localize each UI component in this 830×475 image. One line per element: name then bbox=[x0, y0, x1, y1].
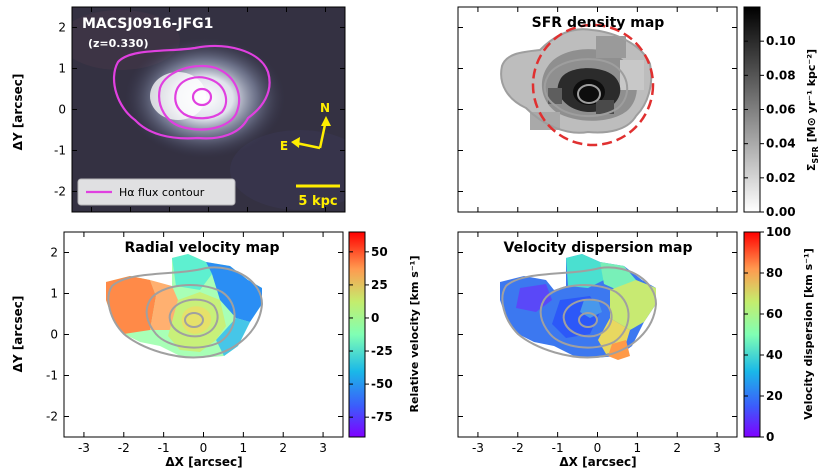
dispersion-colorbar-label: Velocity dispersion [km s⁻¹] bbox=[802, 248, 815, 420]
aperture-circle bbox=[531, 23, 655, 147]
image-ylabel: ΔY [arcsec] bbox=[11, 74, 25, 151]
image-ticks: -2 -1 0 1 2 bbox=[54, 7, 345, 212]
velocity-panel: -3 -2 -1 0 1 2 3 -2 -1 0 1 2 Radial velocity map ΔX… bbox=[11, 231, 421, 469]
sfr-colorbar-label: ΣSFR [M⊙ yr⁻¹ kpc⁻²] bbox=[805, 49, 820, 171]
velocity-ticks: -3 -2 -1 0 1 2 3 -2 -1 0 1 2 bbox=[46, 232, 343, 455]
x-tick-label: -3 bbox=[472, 441, 484, 455]
x-tick-label: 0 bbox=[594, 441, 602, 455]
x-tick-label: -3 bbox=[78, 441, 90, 455]
x-tick-label: -2 bbox=[512, 441, 524, 455]
x-tick-label: 2 bbox=[673, 441, 681, 455]
colorbar-tick-label: 0.06 bbox=[766, 103, 796, 117]
y-tick-label: 2 bbox=[50, 246, 58, 260]
dispersion-title: Velocity dispersion map bbox=[504, 240, 693, 256]
colorbar-tick-label: 80 bbox=[766, 266, 783, 280]
y-tick-label: -1 bbox=[46, 369, 58, 383]
velocity-title: Radial velocity map bbox=[124, 240, 279, 256]
dispersion-map bbox=[500, 254, 658, 360]
y-tick-label: 0 bbox=[50, 328, 58, 342]
y-tick-label: 1 bbox=[50, 287, 58, 301]
velocity-colorbar-label: Relative velocity [km s⁻¹] bbox=[408, 256, 421, 413]
y-tick-label: 2 bbox=[58, 21, 66, 35]
y-tick-label: 0 bbox=[58, 103, 66, 117]
colorbar-tick-label: 60 bbox=[766, 307, 783, 321]
colorbar-tick-label: 0.00 bbox=[766, 205, 796, 219]
legend: Hα flux contour bbox=[77, 178, 236, 206]
velocity-ylabel: ΔY [arcsec] bbox=[11, 296, 25, 373]
compass: N E bbox=[280, 101, 331, 153]
scalebar-label: 5 kpc bbox=[298, 194, 337, 209]
dispersion-panel: -3 -2 -1 0 1 2 3 Velocity dispersion map ΔX [a… bbox=[457, 225, 815, 469]
colorbar-tick-label: 0.02 bbox=[766, 171, 796, 185]
colorbar-tick-label: -75 bbox=[371, 410, 393, 424]
velocity-xlabel: ΔX [arcsec] bbox=[165, 455, 242, 469]
halpha-contour-mid bbox=[158, 64, 241, 131]
colorbar-tick-label: 0.08 bbox=[766, 68, 796, 82]
scalebar: 5 kpc bbox=[296, 184, 340, 209]
colorbar-tick-label: 0.10 bbox=[766, 34, 796, 48]
x-tick-label: -1 bbox=[158, 441, 170, 455]
x-tick-label: -1 bbox=[552, 441, 564, 455]
dispersion-colorbar: 0 20 40 60 80 100 Velocity dispersion [km s⁻¹… bbox=[743, 225, 815, 444]
x-tick-label: 1 bbox=[634, 441, 642, 455]
legend-label: Hα flux contour bbox=[119, 186, 205, 199]
y-tick-label: -2 bbox=[46, 410, 58, 424]
compass-east: E bbox=[280, 139, 288, 153]
image-panel: N E 5 kpc Hα flux contour MACSJ0916-JFG1… bbox=[11, 6, 346, 213]
colorbar-tick-label: 50 bbox=[371, 245, 388, 259]
colorbar-tick-label: 100 bbox=[766, 225, 791, 239]
colorbar-tick-label: 20 bbox=[766, 389, 783, 403]
colorbar-tick-label: 0.04 bbox=[766, 137, 796, 151]
image-title: MACSJ0916-JFG1 bbox=[82, 16, 213, 32]
colorbar-tick-label: 0 bbox=[371, 311, 379, 325]
y-tick-label: 1 bbox=[58, 62, 66, 76]
x-tick-label: 0 bbox=[200, 441, 208, 455]
sfr-colorbar: 0.00 0.02 0.04 0.06 0.08 0.10 ΣSFR [M⊙ yr⁻¹ k… bbox=[743, 6, 820, 219]
sfr-map bbox=[500, 23, 655, 147]
dispersion-ticks: -3 -2 -1 0 1 2 3 bbox=[458, 232, 737, 455]
y-tick-label: -2 bbox=[54, 185, 66, 199]
velocity-map bbox=[106, 254, 264, 359]
sfr-panel: SFR density map 0.00 0.02 0.04 0.06 0.08 0.10… bbox=[457, 6, 820, 219]
x-tick-label: 3 bbox=[319, 441, 327, 455]
colorbar-tick-label: 25 bbox=[371, 278, 388, 292]
colorbar-tick-label: -50 bbox=[371, 377, 393, 391]
halpha-contour-outer bbox=[113, 44, 271, 140]
colorbar-tick-label: -25 bbox=[371, 344, 393, 358]
halpha-contour-core bbox=[191, 87, 213, 107]
halpha-contour-inner bbox=[174, 76, 228, 120]
x-tick-label: 3 bbox=[713, 441, 721, 455]
x-tick-label: 1 bbox=[240, 441, 248, 455]
sfr-title: SFR density map bbox=[532, 15, 665, 31]
compass-north: N bbox=[320, 101, 330, 115]
x-tick-label: 2 bbox=[279, 441, 287, 455]
dispersion-xlabel: ΔX [arcsec] bbox=[559, 455, 636, 469]
y-tick-label: -1 bbox=[54, 144, 66, 158]
sfr-ticks bbox=[458, 7, 737, 212]
colorbar-tick-label: 40 bbox=[766, 348, 783, 362]
velocity-colorbar: -75 -50 -25 0 25 50 Relative velocity [km s⁻¹… bbox=[348, 231, 421, 438]
image-subtitle: (z=0.330) bbox=[88, 37, 148, 50]
colorbar-tick-label: 0 bbox=[766, 430, 774, 444]
x-tick-label: -2 bbox=[118, 441, 130, 455]
